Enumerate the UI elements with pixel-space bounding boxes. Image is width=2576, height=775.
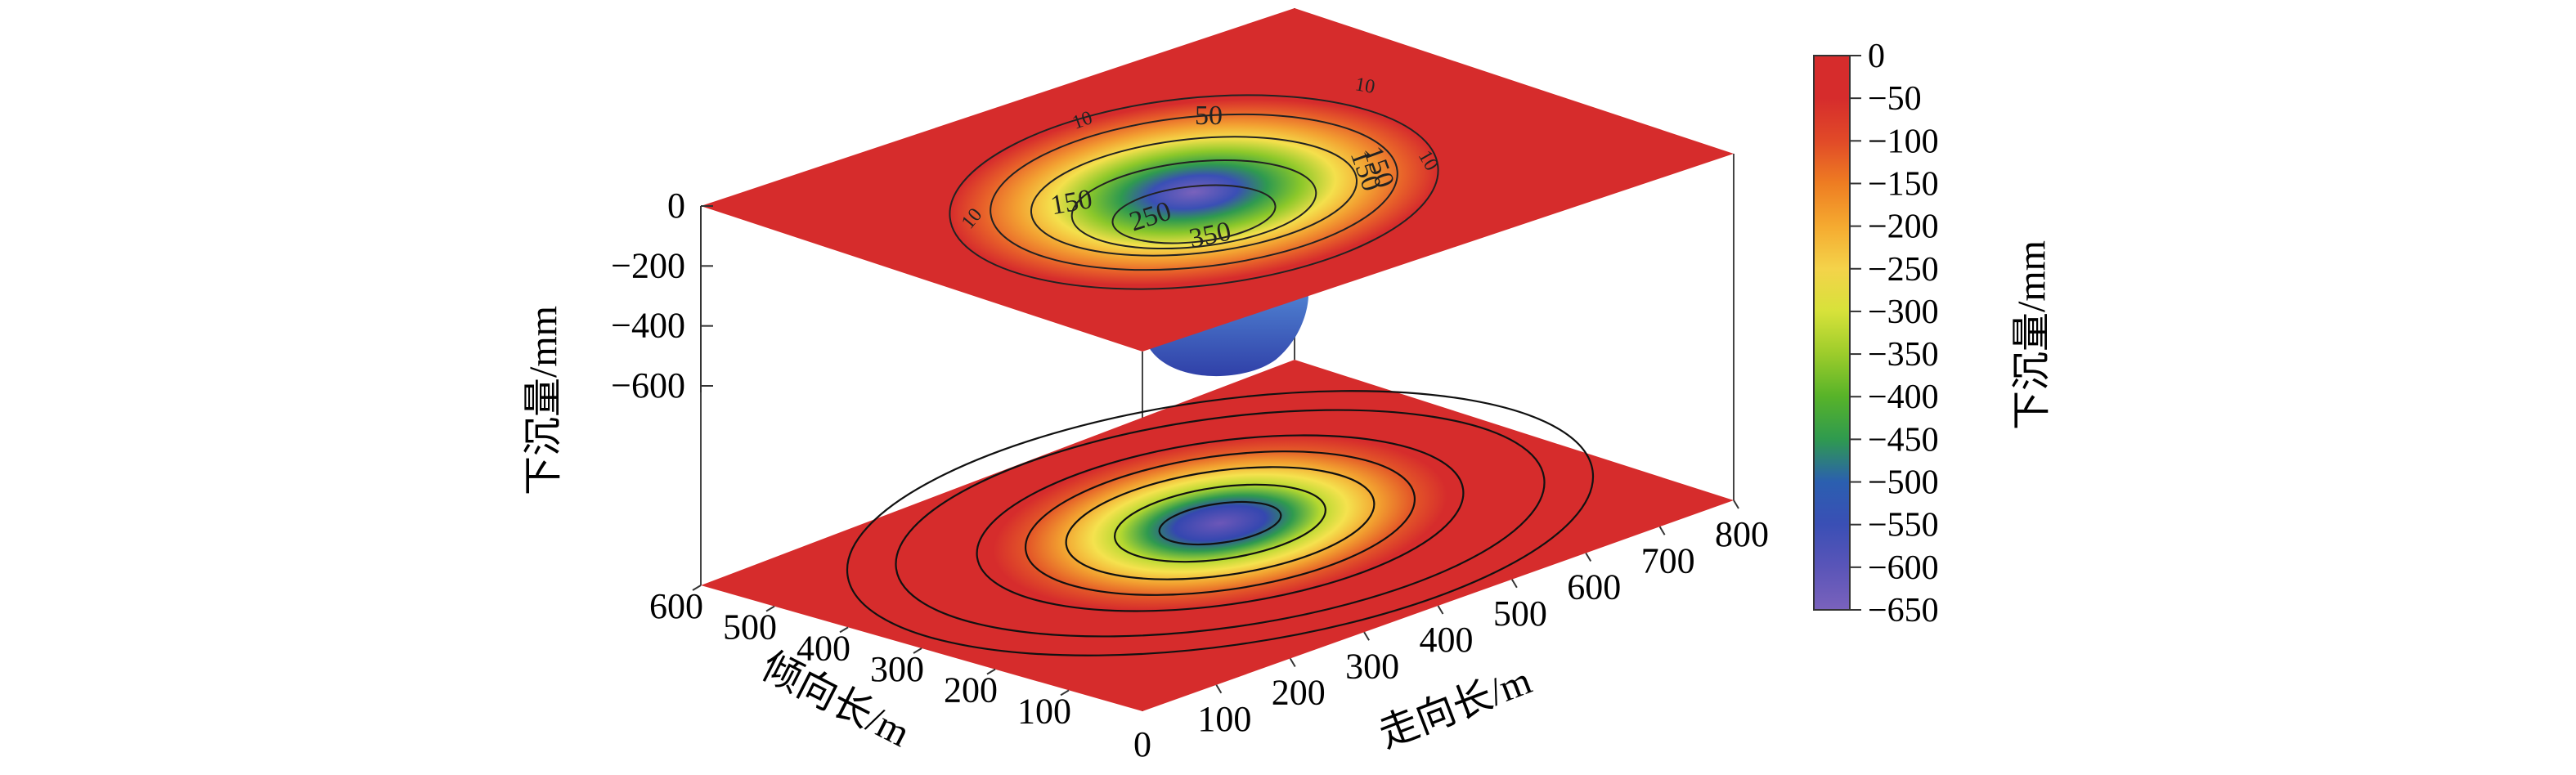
colorbar-tick-label: −400 — [1868, 379, 1939, 416]
origin-label: 0 — [1133, 724, 1151, 764]
colorbar-ticks: 0 −50 −100 −150 −200 −250 −300 −350 −400 −450 −500… — [1850, 38, 1939, 629]
y-tick-label: 200 — [944, 670, 998, 710]
colorbar-tick-label: −450 — [1868, 421, 1939, 459]
x-tick-mark — [1437, 605, 1444, 615]
colorbar-tick-label: −100 — [1868, 123, 1939, 160]
colorbar-gradient — [1813, 55, 1851, 611]
x-tick-label: 200 — [1272, 673, 1326, 713]
x-tick-label: 300 — [1345, 646, 1399, 686]
x-tick-label: 500 — [1493, 594, 1547, 634]
contour-label: 10 — [1353, 74, 1376, 98]
x-tick-mark — [1585, 552, 1592, 562]
floor-contours — [846, 390, 1595, 656]
y-tick-label: 500 — [723, 607, 777, 647]
colorbar-tick-label: −550 — [1868, 507, 1939, 544]
x-tick-mark — [1733, 499, 1739, 509]
y-tick-label: 300 — [870, 649, 924, 689]
colorbar: 0 −50 −100 −150 −200 −250 −300 −350 −400 −450 −500… — [1813, 38, 2053, 629]
x-tick-label: 700 — [1641, 540, 1695, 580]
x-tick-mark — [1511, 579, 1518, 589]
top-contours — [949, 94, 1439, 290]
x-tick-label: 400 — [1420, 620, 1474, 660]
colorbar-tick-label: 0 — [1868, 38, 1885, 75]
y-tick-mark — [1060, 689, 1070, 697]
y-tick-mark — [692, 585, 702, 591]
y-tick-mark — [913, 647, 922, 654]
colorbar-tick-label: −150 — [1868, 165, 1939, 203]
colorbar-tick-label: −50 — [1868, 80, 1922, 118]
y-tick-mark — [839, 626, 849, 634]
x-tick-mark — [1215, 684, 1223, 694]
y-axis: 100 200 300 400 500 600 — [649, 585, 1071, 731]
colorbar-tick-label: −300 — [1868, 293, 1939, 331]
y-tick-label: 100 — [1017, 691, 1071, 731]
y-tick-label: 600 — [649, 586, 703, 626]
colorbar-title: 下沉量/mm — [2010, 240, 2053, 430]
contour-label: 150 — [1048, 184, 1095, 221]
y-tick-mark — [986, 668, 996, 675]
colorbar-tick-label: −500 — [1868, 464, 1939, 502]
x-tick-label: 100 — [1197, 699, 1251, 739]
x-tick-mark — [1363, 631, 1370, 641]
colorbar-tick-label: −600 — [1868, 549, 1939, 587]
floor-plane — [701, 360, 1734, 711]
z-axis-title: 下沉量/mm — [522, 306, 565, 495]
x-tick-label: 600 — [1567, 567, 1621, 607]
colorbar-tick-label: −650 — [1868, 592, 1939, 629]
x-tick-mark — [1658, 526, 1666, 535]
x-tick-mark — [1289, 657, 1296, 668]
z-tick-label: 0 — [667, 186, 685, 226]
contour-label: 50 — [1195, 101, 1223, 131]
y-tick-mark — [765, 605, 775, 612]
z-tick-label: −600 — [611, 365, 685, 405]
z-tick-label: −400 — [611, 306, 685, 346]
z-axis: 0 −200 −400 −600 — [611, 186, 713, 405]
x-tick-label: 800 — [1715, 514, 1769, 554]
colorbar-tick-label: −250 — [1868, 251, 1939, 289]
colorbar-tick-label: −200 — [1868, 208, 1939, 246]
colorbar-tick-label: −350 — [1868, 336, 1939, 374]
y-tick-label: 400 — [797, 628, 850, 668]
x-axis: 100 200 300 400 500 600 700 800 — [1197, 499, 1769, 739]
z-tick-label: −200 — [611, 245, 685, 285]
